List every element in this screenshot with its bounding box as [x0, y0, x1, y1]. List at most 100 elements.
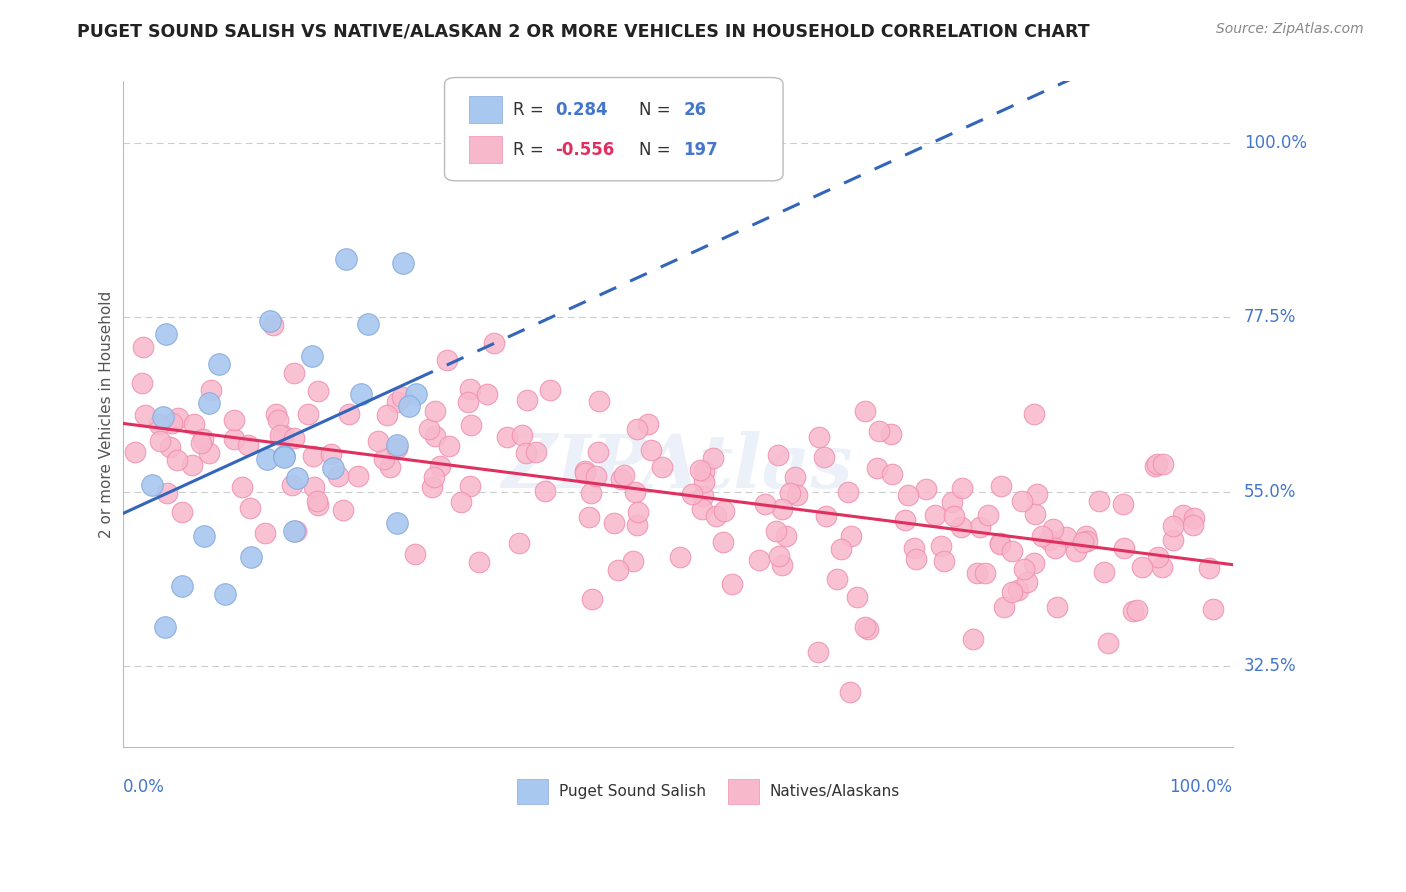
Point	[515, 446, 537, 460]
Point	[754, 497, 776, 511]
Point	[1042, 523, 1064, 537]
Point	[302, 480, 325, 494]
Point	[1181, 517, 1204, 532]
Y-axis label: 2 or more Vehicles in Household: 2 or more Vehicles in Household	[100, 291, 114, 538]
Point	[193, 529, 215, 543]
Point	[613, 467, 636, 482]
Point	[281, 477, 304, 491]
Point	[405, 387, 427, 401]
Point	[807, 645, 830, 659]
Point	[398, 400, 420, 414]
Point	[588, 444, 610, 458]
Point	[689, 463, 711, 477]
Point	[283, 524, 305, 538]
Point	[711, 535, 734, 549]
Point	[224, 433, 246, 447]
Point	[159, 440, 181, 454]
Point	[1071, 535, 1094, 549]
Point	[373, 452, 395, 467]
Point	[153, 620, 176, 634]
Point	[626, 518, 648, 533]
Point	[347, 469, 370, 483]
Point	[335, 252, 357, 266]
Point	[770, 558, 793, 572]
Point	[880, 467, 903, 482]
Point	[865, 460, 887, 475]
Text: N =: N =	[638, 101, 676, 119]
Point	[585, 469, 607, 483]
Point	[475, 387, 498, 401]
Point	[191, 432, 214, 446]
Point	[626, 422, 648, 436]
Point	[770, 501, 793, 516]
Point	[510, 427, 533, 442]
Point	[1011, 494, 1033, 508]
Point	[222, 413, 245, 427]
Point	[837, 485, 859, 500]
Point	[1173, 508, 1195, 523]
Point	[1031, 529, 1053, 543]
Point	[768, 448, 790, 462]
Point	[269, 428, 291, 442]
Point	[467, 555, 489, 569]
Point	[208, 358, 231, 372]
Point	[903, 541, 925, 556]
Point	[894, 513, 917, 527]
Point	[813, 450, 835, 465]
Point	[141, 477, 163, 491]
Point	[681, 487, 703, 501]
Point	[1038, 533, 1060, 547]
Point	[690, 502, 713, 516]
Point	[640, 442, 662, 457]
Point	[1088, 493, 1111, 508]
Point	[170, 579, 193, 593]
Point	[579, 486, 602, 500]
Point	[259, 313, 281, 327]
Point	[786, 488, 808, 502]
Point	[856, 622, 879, 636]
Bar	[727, 779, 759, 804]
Point	[148, 417, 170, 431]
Point	[924, 508, 946, 522]
Point	[429, 458, 451, 473]
Point	[214, 587, 236, 601]
Point	[167, 411, 190, 425]
Point	[172, 505, 194, 519]
Point	[231, 480, 253, 494]
Point	[190, 436, 212, 450]
FancyBboxPatch shape	[444, 78, 783, 181]
Point	[880, 427, 903, 442]
Point	[273, 449, 295, 463]
Point	[366, 434, 388, 448]
Point	[375, 408, 398, 422]
Point	[302, 450, 325, 464]
Point	[516, 393, 538, 408]
Point	[941, 495, 963, 509]
Point	[637, 417, 659, 432]
Point	[457, 395, 479, 409]
Point	[1097, 636, 1119, 650]
Point	[962, 632, 984, 646]
Point	[846, 591, 869, 605]
Point	[1024, 556, 1046, 570]
Point	[988, 536, 1011, 550]
Point	[266, 407, 288, 421]
Point	[436, 353, 458, 368]
Point	[132, 340, 155, 354]
Point	[1202, 602, 1225, 616]
Point	[253, 525, 276, 540]
Text: -0.556: -0.556	[555, 141, 614, 159]
Point	[131, 376, 153, 391]
Point	[692, 489, 714, 503]
Point	[1092, 565, 1115, 579]
Point	[273, 450, 295, 464]
Point	[262, 318, 284, 333]
Point	[990, 537, 1012, 551]
Point	[332, 502, 354, 516]
Point	[285, 524, 308, 538]
Point	[1024, 507, 1046, 521]
Point	[839, 684, 862, 698]
Point	[942, 509, 965, 524]
Point	[420, 480, 443, 494]
Point	[319, 447, 342, 461]
